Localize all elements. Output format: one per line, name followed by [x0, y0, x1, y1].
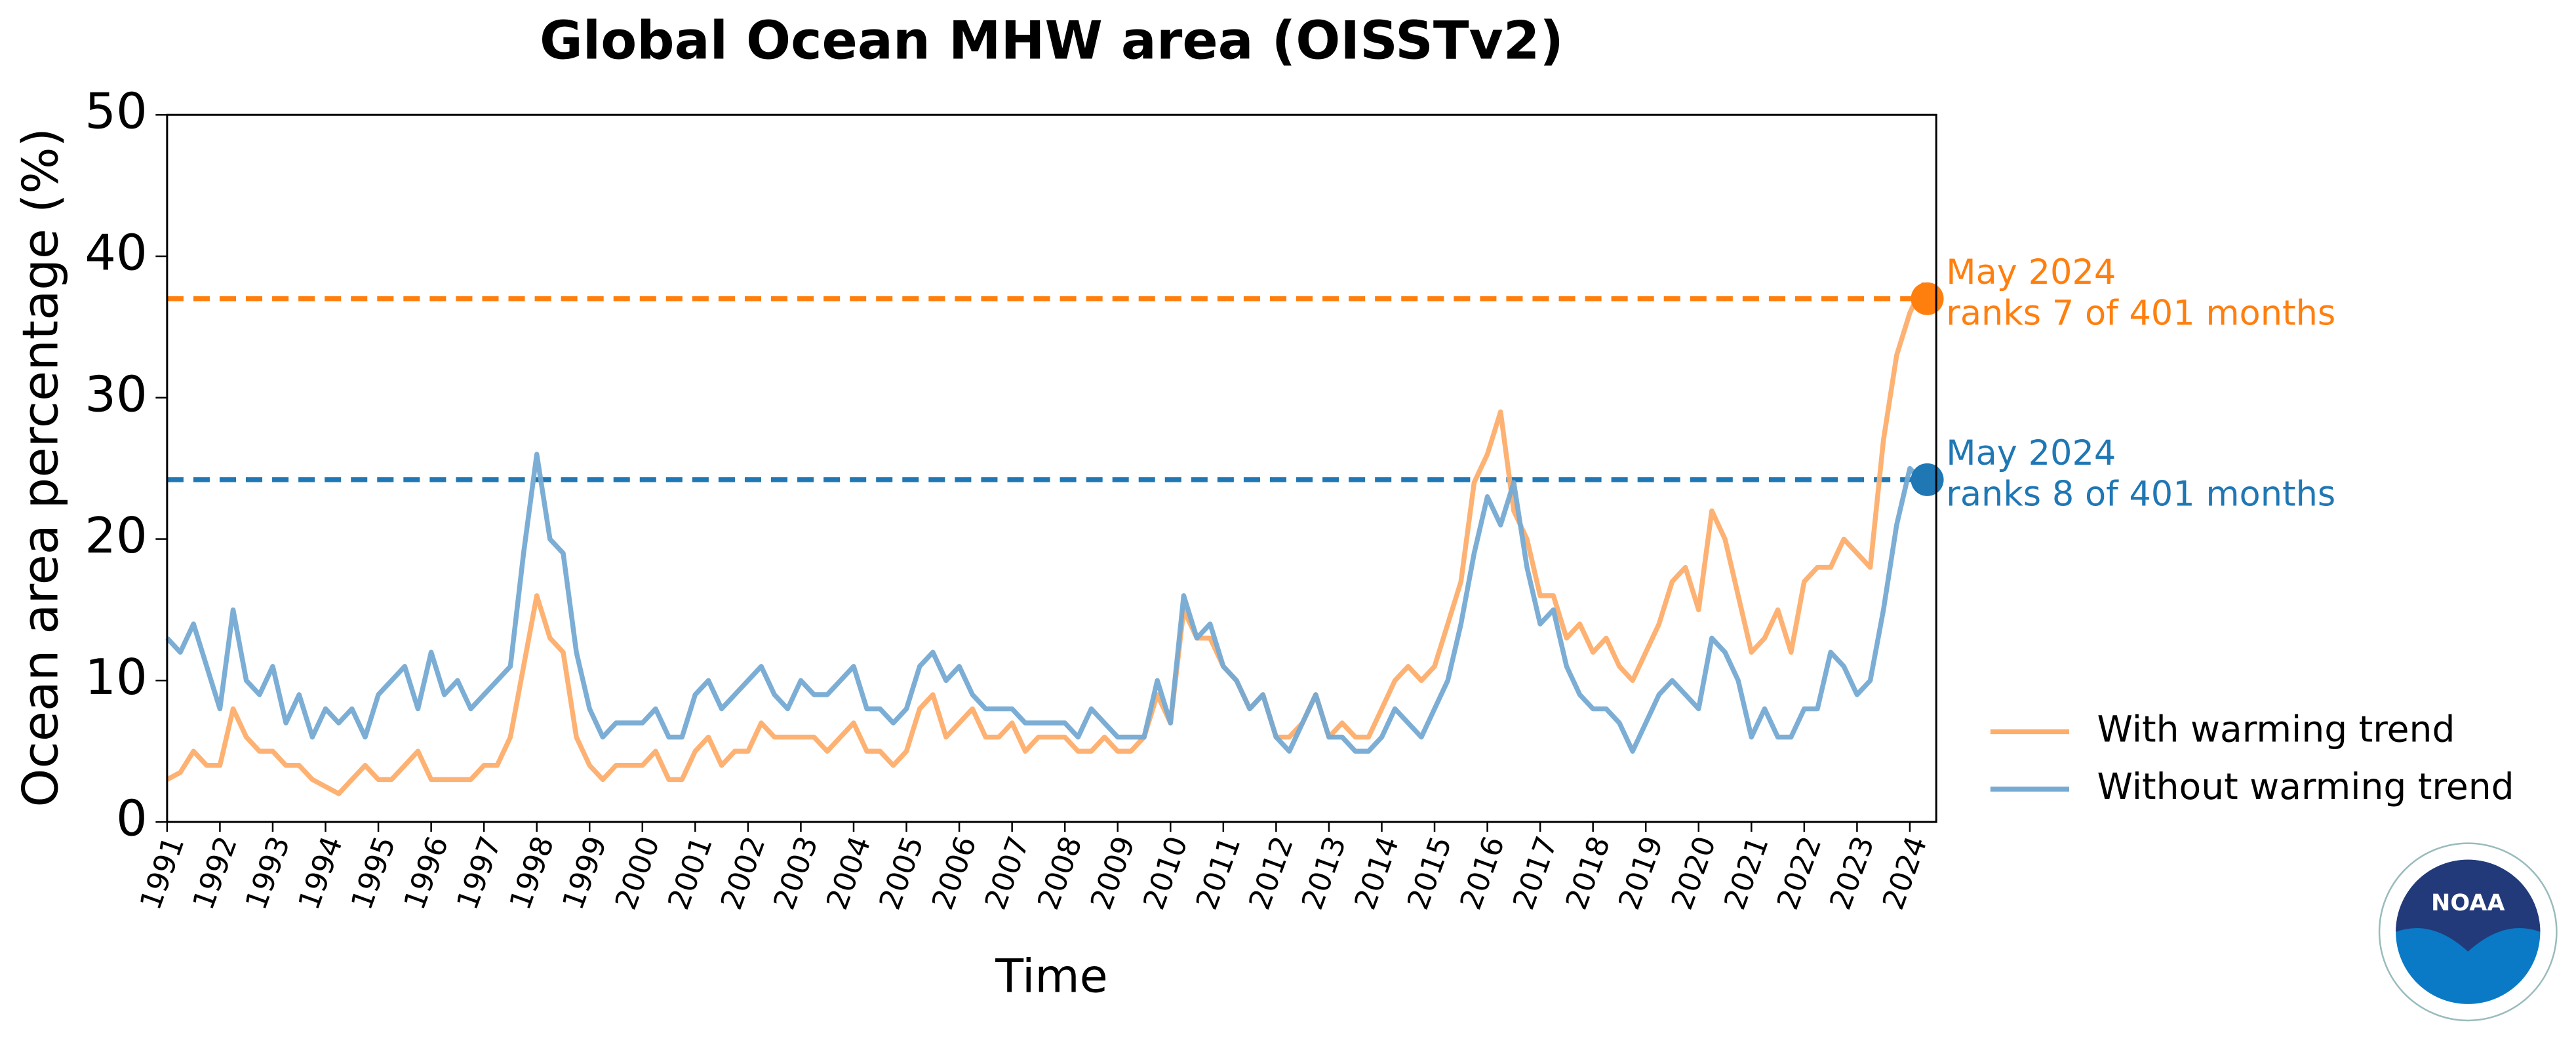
logo-text: NOAA [2431, 889, 2505, 916]
y-tick-label: 40 [85, 224, 148, 281]
annotation: ranks 7 of 401 months [1946, 293, 2335, 333]
noaa-logo: NOAA [2378, 842, 2558, 1022]
series-line [166, 282, 1930, 796]
annotation: May 2024 [1946, 252, 2116, 292]
latest-point [1911, 282, 1944, 315]
legend-label: With warming trend [2097, 709, 2455, 750]
logo-top [2396, 859, 2541, 952]
y-axis-label: Ocean area percentage (%) [12, 128, 69, 807]
y-tick-label: 0 [116, 790, 148, 847]
annotation: May 2024 [1946, 433, 2116, 473]
latest-point [1911, 463, 1944, 496]
y-tick-label: 10 [85, 648, 148, 706]
legend-label: Without warming trend [2097, 766, 2514, 807]
annotation: ranks 8 of 401 months [1946, 475, 2335, 515]
series-line [165, 452, 1929, 754]
chart-title: Global Ocean MHW area (OISSTv2) [540, 10, 1564, 71]
x-axis-label: Time [995, 949, 1108, 1003]
y-tick-label: 20 [85, 507, 148, 564]
y-tick-label: 30 [85, 365, 148, 423]
plot-frame [166, 113, 1937, 823]
y-tick-label: 50 [85, 83, 148, 140]
